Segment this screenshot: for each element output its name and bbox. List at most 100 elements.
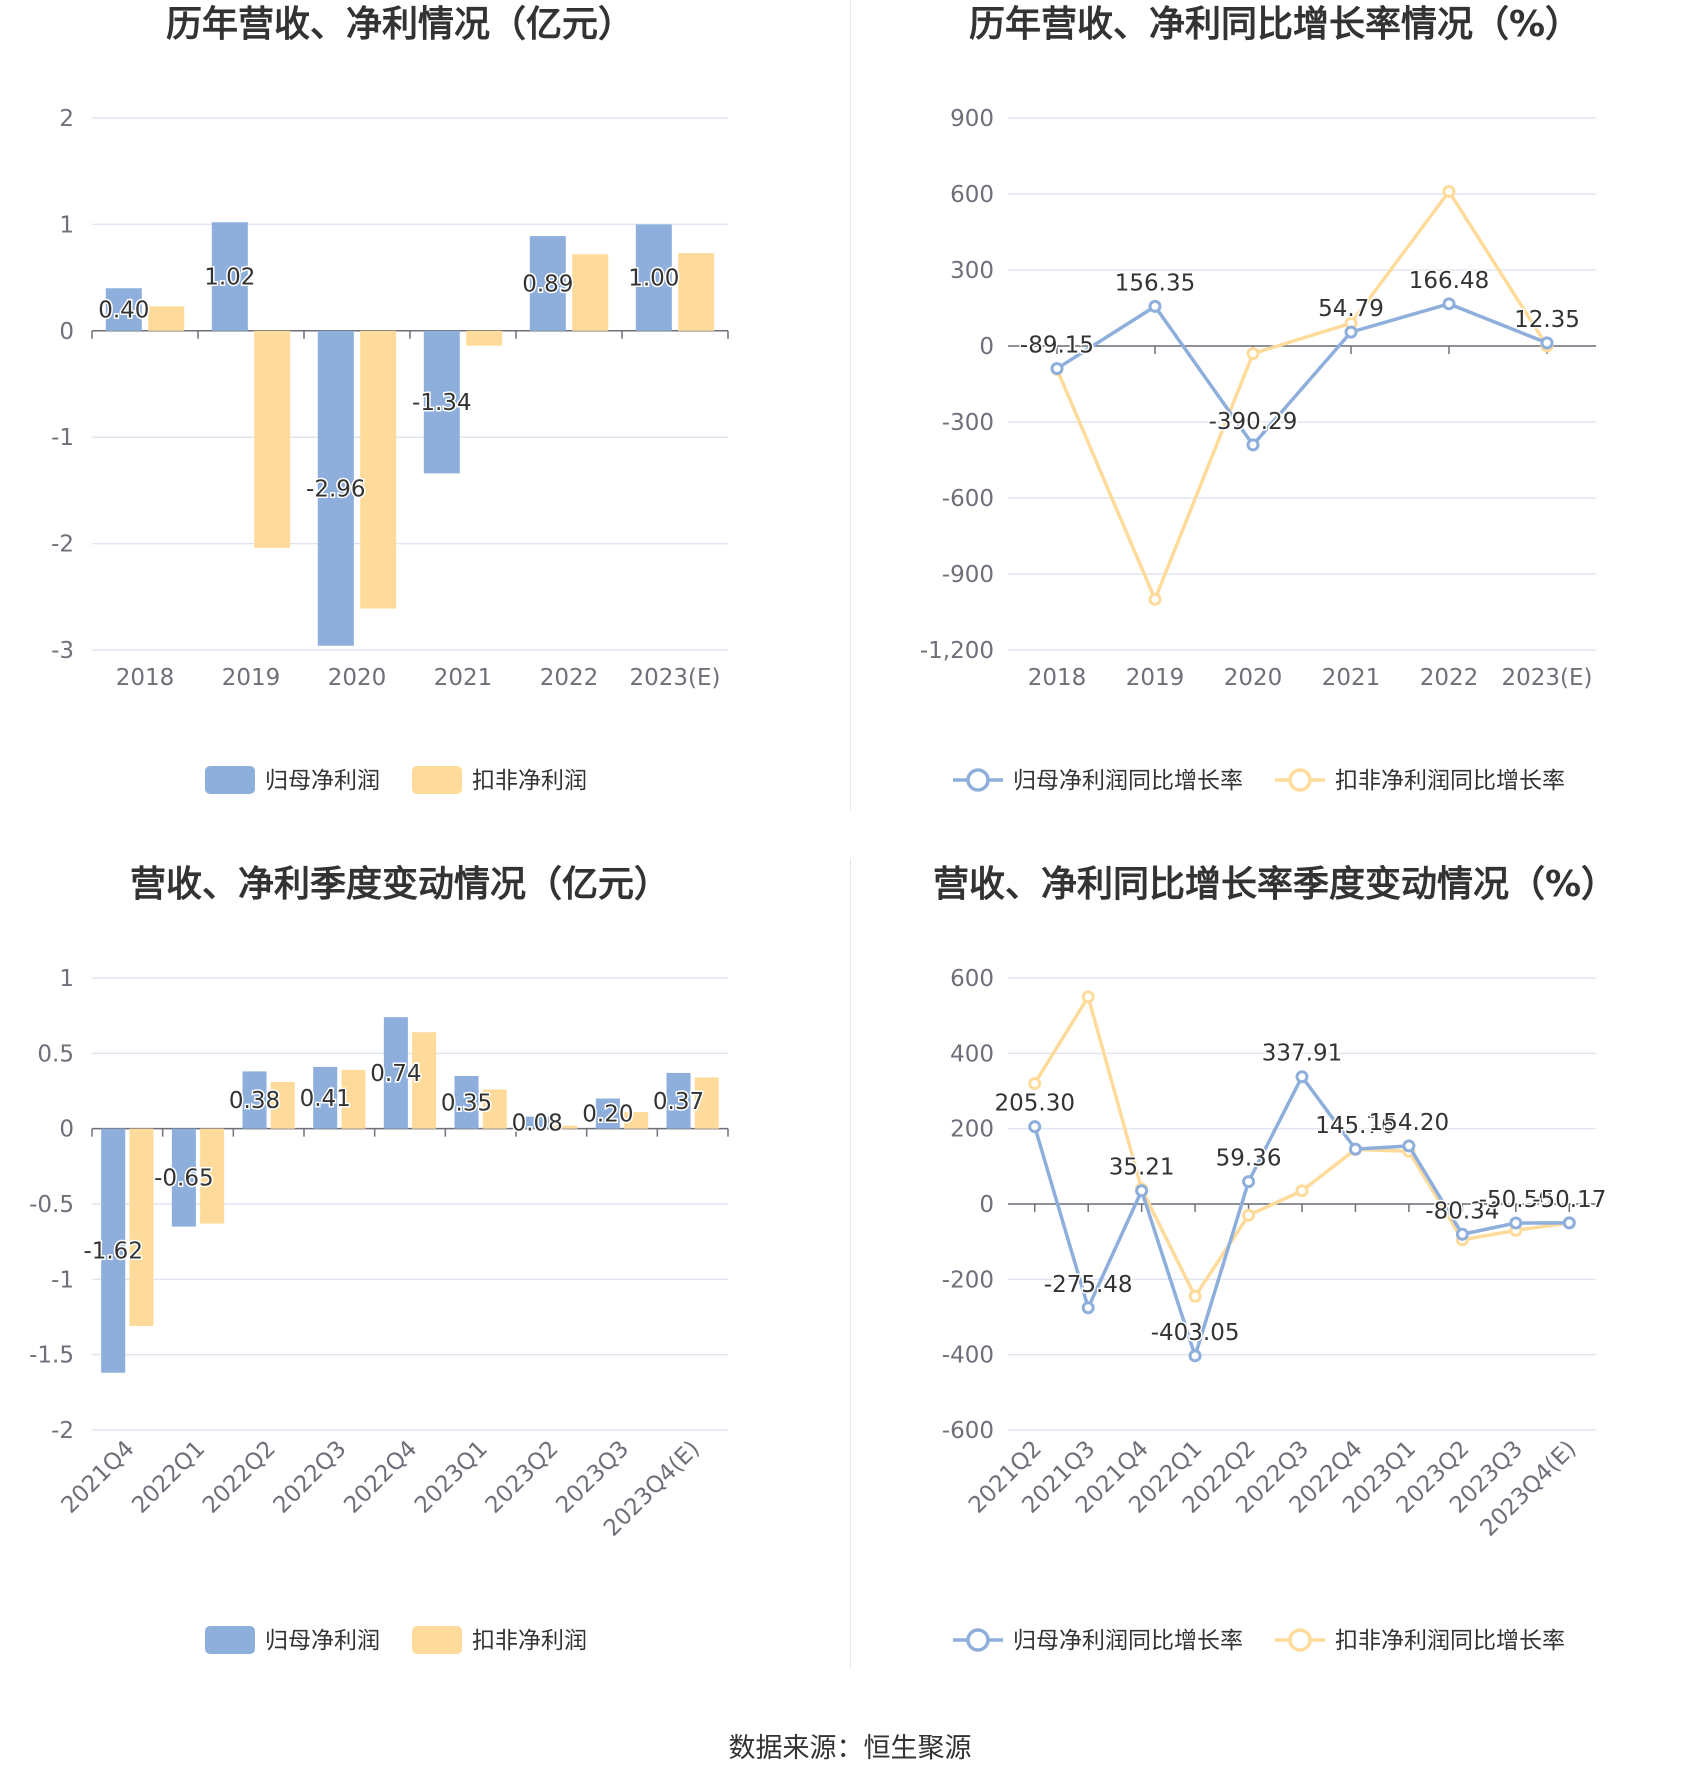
point-data-label: 145.76	[1315, 1113, 1395, 1139]
bar-data-label: 0.40	[98, 298, 149, 324]
bar-data-label: -0.65	[154, 1166, 214, 1192]
y-tick-label: -1.5	[29, 1343, 74, 1369]
x-tick-label: 2019	[222, 665, 281, 691]
bar-deducted-net-profit	[412, 1032, 437, 1129]
bar-data-label: 1.02	[204, 265, 255, 291]
y-tick-label: 1	[59, 966, 74, 992]
y-tick-label: 300	[950, 258, 994, 284]
bar-parent-net-profit	[105, 288, 142, 331]
legend-label: 归母净利润	[265, 768, 380, 794]
series-line-deducted-growth	[1055, 188, 1549, 604]
chart-quarterly-growth: 营收、净利同比增长率季度变动情况（%） 600 400 200 0 -200 -400 -60…	[850, 860, 1700, 1710]
bar-parent-net-profit	[313, 1066, 338, 1129]
series-point	[1028, 1120, 1042, 1134]
x-tick-label: 2019	[1126, 665, 1185, 691]
series-point	[1344, 325, 1358, 339]
legend: 归母净利润 扣非净利润	[205, 1626, 587, 1654]
legend: 归母净利润同比增长率 扣非净利润同比增长率	[953, 1628, 1565, 1654]
x-tick-label: 2023Q2	[481, 1436, 564, 1519]
chart-annual-growth: 历年营收、净利同比增长率情况（%） 900 600 300 0 -300 -600 -900 -…	[850, 0, 1700, 860]
bar-parent-net-profit	[171, 1128, 196, 1227]
chart-title: 历年营收、净利同比增长率情况（%）	[969, 4, 1581, 45]
bar-parent-net-profit	[383, 1017, 408, 1129]
legend-label: 扣非净利润	[472, 768, 587, 794]
point-data-label: 12.35	[1514, 307, 1580, 333]
data-source-name: 恒生聚源	[863, 1733, 972, 1764]
x-tick-label: 2022Q2	[198, 1436, 281, 1519]
series-point	[1442, 297, 1456, 311]
series-point	[1148, 299, 1162, 313]
x-tick-label: 2023(E)	[629, 665, 720, 691]
legend-swatch	[412, 1626, 462, 1654]
bar-deducted-net-profit	[270, 1081, 295, 1129]
legend: 归母净利润 扣非净利润	[205, 766, 587, 794]
y-tick-label: 0	[979, 1192, 994, 1218]
bar-data-label: 0.20	[582, 1102, 633, 1128]
bar-parent-net-profit	[635, 224, 672, 331]
bar-deducted-net-profit	[129, 1128, 154, 1327]
series-point	[1050, 362, 1064, 376]
bar-data-label: 0.89	[522, 271, 573, 297]
chart-annual-growth-svg: 历年营收、净利同比增长率情况（%） 900 600 300 0 -300 -600 -900 -…	[920, 4, 1596, 794]
chart-quarterly-growth-svg: 营收、净利同比增长率季度变动情况（%） 600 400 200 0 -200 -400 -60…	[933, 863, 1617, 1654]
y-tick-label: 0	[59, 319, 74, 345]
point-data-label: -89.15	[1020, 333, 1094, 359]
bar-data-label: 0.74	[370, 1061, 421, 1087]
point-data-label: -403.05	[1151, 1320, 1240, 1346]
point-data-label: -390.29	[1209, 409, 1298, 435]
y-tick-label: -0.5	[29, 1192, 74, 1218]
series-point	[1540, 336, 1554, 350]
vertical-divider-bottom	[850, 858, 851, 1668]
bar-deducted-net-profit	[624, 1112, 649, 1129]
point-data-label: 59.36	[1216, 1146, 1282, 1172]
series-point	[1295, 1184, 1309, 1198]
bar-parent-net-profit	[595, 1098, 620, 1129]
y-tick-label: -3	[51, 638, 74, 664]
y-tick-label: 600	[950, 182, 994, 208]
y-tick-label: 2	[59, 106, 74, 132]
x-tick-label: 2021	[1322, 665, 1381, 691]
bar-parent-net-profit	[211, 222, 248, 331]
bar-parent-net-profit	[317, 330, 354, 646]
bar-deducted-net-profit	[254, 330, 291, 548]
bar-data-label: 0.38	[229, 1088, 280, 1114]
bar-parent-net-profit	[423, 330, 460, 474]
series-point	[1188, 1349, 1202, 1363]
series-point	[1148, 592, 1162, 606]
y-tick-label: 1	[59, 212, 74, 238]
bar-deducted-net-profit	[200, 1128, 225, 1224]
chart-quarterly-profit: 营收、净利季度变动情况（亿元） 1 0.5 0 -0.5 -1 -1.5 -2 2021Q4 20…	[0, 860, 850, 1710]
y-tick-label: 400	[950, 1041, 994, 1067]
x-tick-label: 2023(E)	[1501, 665, 1592, 691]
bar-deducted-net-profit	[482, 1089, 507, 1129]
series-point	[1246, 438, 1260, 452]
chart-title: 营收、净利季度变动情况（亿元）	[130, 863, 670, 905]
bar-deducted-net-profit	[678, 253, 715, 331]
series-point	[1509, 1216, 1523, 1230]
x-tick-label: 2022	[1420, 665, 1479, 691]
bar-deducted-net-profit	[341, 1069, 366, 1129]
bar-data-label: 0.37	[653, 1089, 704, 1115]
x-tick-label: 2021Q4	[57, 1436, 140, 1519]
y-tick-label: 600	[950, 966, 994, 992]
series-point	[1242, 1175, 1256, 1189]
bar-data-label: 0.08	[512, 1111, 563, 1137]
y-tick-label: -1,200	[920, 638, 994, 664]
y-tick-label: -2	[51, 532, 74, 558]
series-point	[1242, 1208, 1256, 1222]
series-point	[1562, 1216, 1576, 1230]
bar-data-label: -2.96	[306, 476, 366, 502]
x-tick-label: 2022Q1	[127, 1436, 210, 1519]
chart-quarterly-profit-svg: 营收、净利季度变动情况（亿元）10.50-0.5-1-1.5-22021Q420…	[29, 863, 729, 1654]
chart-title: 历年营收、净利情况（亿元）	[166, 4, 634, 45]
y-tick-label: -900	[942, 562, 994, 588]
legend-swatch	[205, 766, 255, 794]
data-source: 数据来源：恒生聚源	[0, 1726, 1700, 1765]
bar-parent-net-profit	[101, 1128, 126, 1373]
series-line-parent-growth	[1056, 301, 1548, 448]
x-tick-label: 2023Q1	[410, 1436, 493, 1519]
y-tick-label: 0	[979, 334, 994, 360]
point-data-label: 35.21	[1109, 1155, 1175, 1181]
x-tick-label: 2022Q3	[269, 1436, 352, 1519]
chart-title: 营收、净利同比增长率季度变动情况（%）	[933, 863, 1617, 905]
